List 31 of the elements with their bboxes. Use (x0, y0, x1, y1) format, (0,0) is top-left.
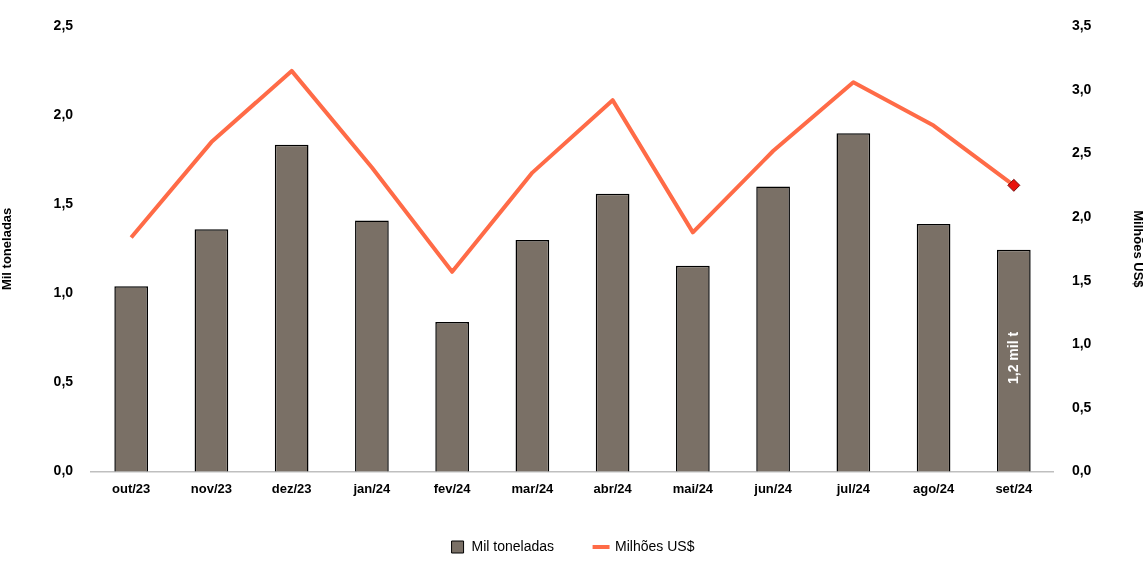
y-axis-title: Mil toneladas (0, 207, 15, 291)
y2-tick-label: 1,0 (1071, 335, 1092, 352)
x-tick-label: mai/24 (672, 480, 714, 496)
x-tick-label: set/24 (995, 480, 1034, 496)
y2-tick-label: 0,5 (1071, 398, 1092, 415)
x-tick-label: out/23 (112, 480, 151, 496)
y2-tick-label: 3,5 (1071, 17, 1092, 34)
y-tick-label: 2,0 (53, 106, 74, 123)
y-tick-label: 2,5 (53, 17, 74, 34)
x-tick-label: ago/24 (912, 480, 955, 496)
y2-tick-label: 1,5 (1071, 271, 1092, 288)
x-tick-label: abr/24 (593, 480, 633, 496)
legend-label: Milhões US$ (615, 537, 695, 554)
y2-tick-label: 2,5 (1071, 144, 1092, 161)
x-tick-label: nov/23 (190, 480, 233, 496)
y-tick-label: 0,5 (53, 373, 74, 390)
legend-label: Mil toneladas (471, 537, 555, 554)
annotation: 1,2 mil t (1004, 331, 1021, 384)
y2-tick-label: 3,0 (1071, 80, 1092, 97)
x-tick-label: fev/24 (433, 480, 472, 496)
y-tick-label: 1,5 (53, 195, 74, 212)
x-tick-label: jan/24 (352, 480, 392, 496)
x-tick-label: mar/24 (511, 480, 555, 496)
y2-tick-label: 2,0 (1071, 207, 1092, 224)
y2-tick-label: 0,0 (1071, 462, 1092, 479)
x-tick-label: dez/23 (271, 480, 312, 496)
y-tick-label: 1,0 (53, 284, 74, 301)
y-tick-label: 0,0 (53, 462, 74, 479)
y2-axis-title: Milhões US$ (1130, 210, 1145, 289)
x-tick-label: jul/24 (835, 480, 871, 496)
x-tick-label: jun/24 (753, 480, 793, 496)
